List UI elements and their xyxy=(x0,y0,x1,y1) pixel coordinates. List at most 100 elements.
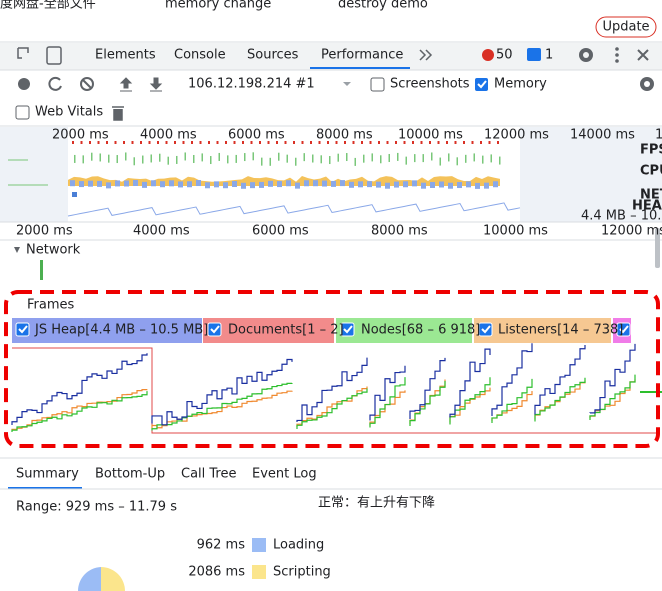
frame-marker xyxy=(352,141,355,144)
fps-bar xyxy=(490,154,492,163)
update-label[interactable]: Update xyxy=(602,20,649,35)
nodes-line xyxy=(11,374,636,432)
range-text: Range: 929 ms – 11.79 s xyxy=(16,500,177,515)
download-button[interactable] xyxy=(149,77,163,92)
counter-label[interactable]: JS Heap[4.4 MB – 10.5 MB] xyxy=(34,323,208,338)
fps-bar xyxy=(133,157,135,166)
fps-bar xyxy=(371,153,373,162)
overview-tick: 12000 ms xyxy=(484,128,549,143)
overview-tick: 8000 ms xyxy=(316,128,373,143)
browser-tab-title[interactable]: destroy demo xyxy=(338,0,428,12)
counter-checkbox[interactable] xyxy=(15,322,30,337)
more-icon[interactable] xyxy=(615,47,619,63)
fps-bar xyxy=(448,153,450,162)
counter-label[interactable]: Nodes[68 – 6 918] xyxy=(361,323,480,338)
expand-triangle[interactable] xyxy=(14,247,20,253)
fps-bar xyxy=(286,154,288,163)
frame-marker xyxy=(369,141,372,144)
fps-bar xyxy=(184,152,186,161)
nodes-chip[interactable] xyxy=(336,318,472,343)
fps-bar xyxy=(227,155,229,164)
more-tabs-icon[interactable] xyxy=(419,49,433,61)
frame-marker xyxy=(395,141,397,144)
inspect-icon[interactable] xyxy=(17,47,29,59)
screenshots-checkbox[interactable] xyxy=(370,77,385,92)
js-heap-chip[interactable] xyxy=(12,318,202,343)
fps-bar xyxy=(142,155,144,164)
fps-bar xyxy=(482,155,484,164)
fps-bar xyxy=(354,157,356,166)
fps-bar xyxy=(380,155,382,164)
close-icon[interactable] xyxy=(637,49,649,61)
bottom-tab[interactable]: Summary xyxy=(16,467,79,482)
screenshots-label[interactable]: Screenshots xyxy=(390,77,470,92)
cpu-scripting xyxy=(169,180,174,187)
memory-label[interactable]: Memory xyxy=(494,77,547,92)
bottom-tab[interactable]: Event Log xyxy=(252,467,317,482)
pie-slice xyxy=(77,567,101,591)
error-count[interactable]: 50 xyxy=(496,48,513,63)
record-button[interactable] xyxy=(18,78,30,90)
devtools-tab[interactable]: Performance xyxy=(321,48,403,63)
annotation-box xyxy=(4,290,660,448)
message-count[interactable]: 1 xyxy=(545,48,553,63)
frame-marker xyxy=(463,141,465,144)
upload-button[interactable] xyxy=(119,77,133,92)
devtools-tab[interactable]: Elements xyxy=(95,48,156,63)
fps-bar xyxy=(235,154,237,163)
counter-checkbox[interactable] xyxy=(478,322,493,337)
cpu-scripting xyxy=(97,180,102,187)
cpu-scripting xyxy=(160,181,165,188)
listeners-chip[interactable] xyxy=(474,318,611,343)
cpu-scripting xyxy=(394,181,399,188)
devtools-tab[interactable]: Sources xyxy=(247,48,299,63)
fps-bar xyxy=(176,155,178,164)
heap-line-left xyxy=(8,159,48,186)
update-button[interactable] xyxy=(595,16,657,38)
network-label[interactable]: Network xyxy=(26,243,81,258)
profile-dropdown-arrow[interactable] xyxy=(343,82,351,86)
bottom-tab[interactable]: Call Tree xyxy=(181,467,237,482)
overview-tick: 10000 ms xyxy=(398,128,463,143)
device-icon[interactable] xyxy=(46,46,62,65)
clear-button[interactable] xyxy=(80,77,94,91)
track-label: NET xyxy=(640,188,662,203)
fps-bar xyxy=(388,153,390,162)
counter-checkbox[interactable] xyxy=(207,322,222,337)
cpu-scripting xyxy=(367,181,372,188)
documents-chip[interactable] xyxy=(203,318,334,343)
cpu-scripting xyxy=(412,180,417,187)
counter-label[interactable]: Listeners[14 – 738] xyxy=(498,323,623,338)
overview-tick: 14000 ms xyxy=(570,128,635,143)
devtools-tab[interactable]: Console xyxy=(174,48,226,63)
cpu-scripting xyxy=(385,182,390,189)
cpu-scripting xyxy=(187,181,192,188)
fps-bar xyxy=(499,156,501,165)
bottom-tab[interactable]: Bottom-Up xyxy=(95,467,165,482)
fps-bar xyxy=(346,153,348,162)
frame-marker xyxy=(361,141,363,144)
cpu-scripting xyxy=(115,180,120,187)
fps-bar xyxy=(218,152,220,161)
profile-select[interactable]: 106.12.198.214 #1 xyxy=(188,77,315,92)
memory-graph xyxy=(11,343,662,434)
fps-bar xyxy=(439,157,441,166)
overview-tick: 1 xyxy=(655,128,662,143)
memory-checkbox[interactable] xyxy=(475,78,488,91)
browser-tab-title[interactable]: memory change xyxy=(165,0,271,12)
web-vitals-checkbox[interactable] xyxy=(15,105,30,120)
frame-marker xyxy=(471,141,474,144)
frame-marker xyxy=(301,141,304,144)
web-vitals-label[interactable]: Web Vitals xyxy=(35,105,103,120)
cpu-scripting xyxy=(430,181,435,188)
frame-marker xyxy=(267,141,270,144)
checkmark xyxy=(210,325,220,334)
counter-label[interactable]: Documents[1 – 2] xyxy=(228,323,344,338)
reload-button[interactable] xyxy=(48,76,62,91)
frame-marker xyxy=(293,141,295,144)
frame-marker xyxy=(148,141,151,144)
trash-icon[interactable] xyxy=(112,106,124,121)
browser-tab-title[interactable]: 度网盘-全部文件 xyxy=(0,0,96,12)
checkmark xyxy=(619,325,629,334)
